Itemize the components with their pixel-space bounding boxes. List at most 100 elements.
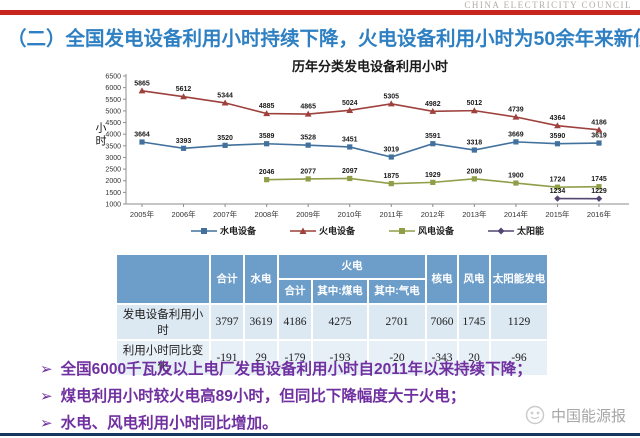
bullet-item: ➢ 水电、风电利用小时同比增加。 [40,414,600,434]
cell: 3797 [211,305,243,339]
red-divider-bar [0,10,640,15]
cell: 3619 [245,305,277,339]
table-row: 发电设备利用小时 3797 3619 4186 4275 2701 7060 1… [117,305,547,339]
data-label: 2080 [467,168,483,175]
cell: 2701 [369,305,425,339]
table-row: 利用小时同比变化 -191 29 -179 -193 -20 -343 20 -… [117,341,547,375]
legend-marker-icon [488,227,515,234]
x-tick-label: 2015年 [545,209,570,219]
cell: -96 [491,341,547,375]
table-header-nuclear: 核电 [427,255,457,303]
row-label: 发电设备利用小时 [117,305,209,339]
data-label: 3589 [259,133,275,140]
x-tick-label: 2006年 [171,209,196,219]
bullet-text: 全国6000千瓦及以上电厂发电设备利用小时自2011年以来持续下降； [60,361,532,378]
cell: 1745 [459,305,489,339]
y-tick-label: 5000 [105,108,121,115]
cell: -191 [211,341,243,375]
data-point [595,126,603,133]
data-point [430,179,436,185]
series-line [141,141,600,158]
data-label: 3019 [383,147,399,154]
watermark-text: 中国能源报 [550,407,626,425]
cell: -343 [427,341,457,375]
y-tick-label: 4500 [105,120,121,127]
legend-label: 火电设备 [318,226,355,236]
legend-label: 太阳能 [517,226,545,236]
data-point [595,195,603,202]
y-tick-label: 6000 [105,85,121,92]
table-header-thermal-total: 合计 [279,280,311,303]
table-header-thermal-gas: 其中:气电 [369,280,425,303]
y-tick-label: 2500 [105,167,121,174]
cell: 29 [245,341,277,375]
data-label: 2097 [342,168,358,175]
data-point [138,87,146,94]
data-label: 4982 [425,101,441,108]
data-point [471,147,477,153]
data-point [429,107,437,114]
bottom-divider-bar [0,433,640,436]
data-label: 1234 [550,188,566,195]
legend-marker-icon [389,227,415,234]
data-label: 3451 [342,136,358,143]
data-point [387,100,395,107]
legend-item: 火电设备 [289,224,355,237]
data-label: 2077 [300,168,316,175]
data-point [554,122,561,129]
legend-item: 风电设备 [389,224,454,237]
data-point [305,142,311,148]
data-label: 5612 [176,86,192,93]
legend-label: 水电设备 [219,226,256,236]
data-label: 5865 [134,80,150,87]
cell: -179 [279,341,311,375]
x-tick-label: 2011年 [379,209,403,219]
data-point [180,93,187,100]
data-label: 5305 [383,93,399,100]
x-tick-label: 2008年 [255,209,280,219]
utilization-table: 合计 水电 火电 核电 风电 太阳能发电 合计 其中:煤电 其中:气电 发电设备… [115,253,549,377]
data-point [305,176,311,182]
data-label: 3520 [217,135,233,142]
y-tick-label: 1000 [105,202,121,209]
series-line [141,89,600,131]
y-tick-label: 6500 [105,74,121,81]
data-label: 4364 [550,115,566,122]
bullet-arrow-icon: ➢ [40,361,53,378]
table-header-solar: 太阳能发电 [491,255,547,303]
y-tick-label: 3000 [105,155,121,162]
y-tick-label: 5500 [105,97,121,104]
data-point [347,175,353,182]
cell: 4186 [279,305,311,339]
data-point [304,110,312,117]
x-tick-label: 2005年 [130,209,155,219]
data-label: 3619 [591,133,607,140]
cell: -193 [313,341,367,375]
data-point [388,181,394,187]
data-label: 4186 [591,119,607,126]
data-label: 1929 [425,172,441,179]
x-tick-label: 2010年 [338,209,363,219]
data-label: 5344 [217,92,233,99]
cell: 20 [459,341,489,375]
data-point [513,180,519,186]
bullet-arrow-icon: ➢ [40,388,53,405]
page-title: （二）全国发电设备利用小时持续下降，火电设备利用小时为50余年来新低 [7,28,640,50]
table-header-wind: 风电 [459,255,489,303]
data-label: 1745 [591,176,607,183]
data-label: 4865 [300,104,316,111]
data-point [596,140,602,146]
watermark: 中国能源报 [524,404,626,426]
data-label: 3591 [425,133,441,140]
data-point [264,177,270,183]
x-tick-label: 2016年 [587,209,612,219]
table-header-thermal-coal: 其中:煤电 [313,280,367,303]
data-point [263,110,271,117]
legend-label: 风电设备 [418,226,455,236]
data-label: 3393 [176,138,192,145]
x-tick-label: 2013年 [462,209,487,219]
data-point [222,142,228,148]
org-name: CHINA ELECTRICITY COUNCIL [464,0,632,10]
data-point [513,139,519,145]
